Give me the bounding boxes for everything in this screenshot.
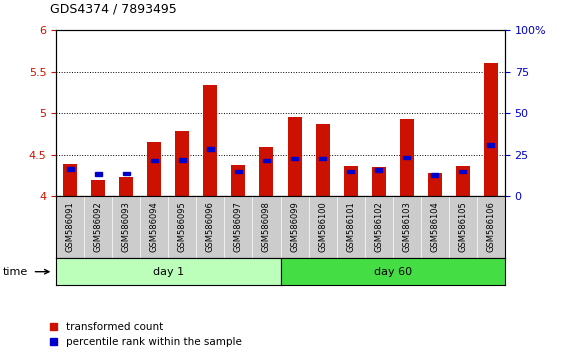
Text: day 60: day 60 bbox=[374, 267, 412, 277]
Bar bbox=[291, 156, 298, 160]
Bar bbox=[63, 164, 77, 196]
Bar bbox=[119, 177, 133, 196]
Text: GSM586095: GSM586095 bbox=[178, 201, 187, 252]
Text: GSM586091: GSM586091 bbox=[66, 201, 75, 252]
Bar bbox=[399, 119, 413, 196]
Text: GSM586098: GSM586098 bbox=[262, 201, 271, 252]
Text: GSM586106: GSM586106 bbox=[486, 201, 495, 252]
Text: day 1: day 1 bbox=[153, 267, 184, 277]
Bar bbox=[315, 124, 329, 196]
Bar bbox=[95, 172, 102, 176]
Bar bbox=[431, 173, 438, 177]
Bar bbox=[123, 171, 130, 175]
Text: GSM586105: GSM586105 bbox=[458, 201, 467, 252]
Text: GSM586102: GSM586102 bbox=[374, 201, 383, 252]
Bar bbox=[175, 131, 189, 196]
Bar bbox=[235, 170, 242, 173]
Text: GSM586094: GSM586094 bbox=[150, 201, 159, 252]
Bar bbox=[147, 142, 162, 196]
Text: GSM586104: GSM586104 bbox=[430, 201, 439, 252]
Bar bbox=[179, 158, 186, 161]
Bar bbox=[259, 147, 273, 196]
Text: GSM586100: GSM586100 bbox=[318, 201, 327, 252]
Bar bbox=[459, 170, 466, 173]
Text: GSM586101: GSM586101 bbox=[346, 201, 355, 252]
Text: GDS4374 / 7893495: GDS4374 / 7893495 bbox=[50, 3, 177, 16]
Text: GSM586092: GSM586092 bbox=[94, 201, 103, 252]
Bar bbox=[403, 156, 410, 159]
Text: GSM586096: GSM586096 bbox=[206, 201, 215, 252]
Bar bbox=[371, 167, 385, 196]
Bar bbox=[287, 118, 301, 196]
Bar bbox=[231, 165, 246, 196]
Bar bbox=[263, 159, 270, 162]
Text: GSM586103: GSM586103 bbox=[402, 201, 411, 252]
Text: GSM586099: GSM586099 bbox=[290, 201, 299, 252]
Text: GSM586093: GSM586093 bbox=[122, 201, 131, 252]
Text: time: time bbox=[3, 267, 28, 277]
Bar bbox=[319, 156, 326, 160]
Bar bbox=[203, 85, 217, 196]
Bar bbox=[488, 143, 494, 147]
Text: GSM586097: GSM586097 bbox=[234, 201, 243, 252]
Bar bbox=[67, 167, 73, 171]
Bar bbox=[456, 166, 470, 196]
Bar bbox=[91, 180, 105, 196]
Bar bbox=[427, 173, 442, 196]
Bar bbox=[347, 170, 354, 173]
Bar bbox=[484, 63, 498, 196]
Bar bbox=[151, 159, 158, 162]
Bar bbox=[207, 147, 214, 151]
Legend: transformed count, percentile rank within the sample: transformed count, percentile rank withi… bbox=[50, 322, 242, 347]
Bar bbox=[375, 168, 382, 171]
Bar bbox=[343, 166, 357, 196]
